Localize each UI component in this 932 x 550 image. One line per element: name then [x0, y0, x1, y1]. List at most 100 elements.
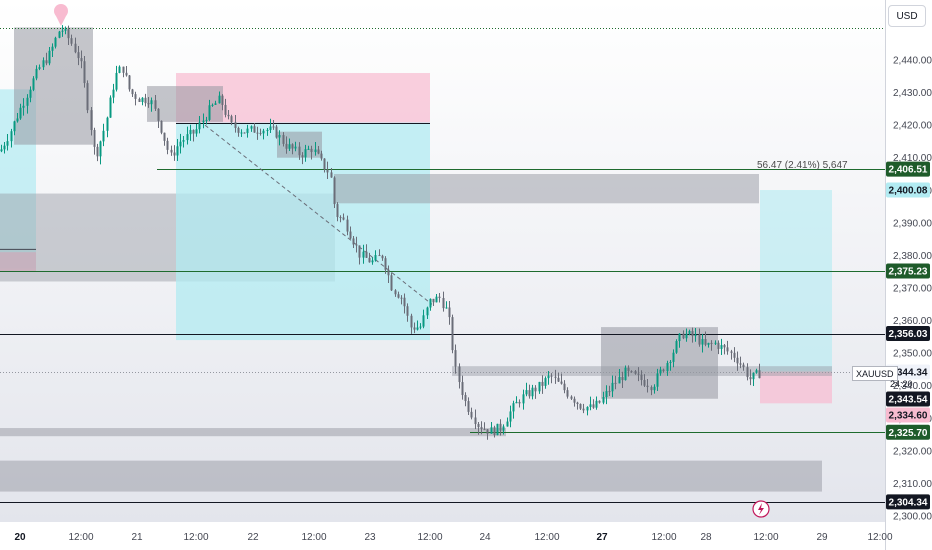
candle-body — [643, 380, 646, 386]
candle-body — [243, 132, 246, 134]
candle-body — [656, 373, 659, 387]
candle-body — [442, 297, 445, 309]
x-tick-label: 12:00 — [68, 532, 93, 543]
price-badge — [886, 182, 930, 198]
lightning-icon — [758, 503, 764, 515]
x-tick-label: 27 — [596, 532, 608, 543]
candle-body — [432, 298, 435, 303]
x-tick-label: 12:00 — [651, 532, 676, 543]
candle-body — [470, 411, 473, 418]
candle-body — [566, 390, 569, 397]
candle-body — [528, 390, 531, 397]
candle-body — [179, 141, 182, 147]
candle-body — [506, 421, 509, 427]
candle-body — [448, 307, 451, 318]
candle-body — [74, 43, 77, 53]
candle-body — [32, 78, 35, 90]
candle-body — [35, 68, 38, 79]
candle-body — [16, 118, 19, 122]
trend-line[interactable] — [204, 124, 433, 305]
candle-body — [694, 334, 697, 337]
candle-body — [419, 326, 422, 328]
candle-body — [493, 427, 496, 436]
gray-zone-bottom-left[interactable] — [0, 428, 506, 437]
price-badge-text: 2,334.60 — [889, 411, 928, 422]
candle-body — [467, 401, 470, 412]
y-tick-label: 2,390.00 — [893, 218, 932, 229]
y-tick-label: 2,360.00 — [893, 316, 932, 327]
candle-body — [224, 104, 227, 115]
candle-body — [54, 37, 57, 47]
price-badge — [886, 161, 930, 177]
candle-body — [406, 306, 409, 316]
candle-body — [163, 132, 166, 141]
candle-body — [426, 307, 429, 316]
candle-body — [480, 427, 483, 430]
candle-body — [99, 141, 102, 157]
candle-body — [342, 217, 345, 220]
cyan-zone-right[interactable] — [760, 190, 832, 372]
candle-body — [627, 367, 630, 372]
y-tick-label: 2,350.00 — [893, 349, 932, 360]
candle-body — [38, 67, 41, 69]
pink-zone-left[interactable] — [0, 252, 36, 272]
candle-body — [365, 251, 368, 258]
measure-label: 56.47 (2.41%) 5,647 — [757, 160, 848, 171]
price-badge-text: 2,406.51 — [889, 165, 928, 176]
x-tick-label: 28 — [700, 532, 712, 543]
candle-body — [202, 120, 205, 123]
candle-body — [102, 130, 105, 142]
candle-body — [125, 72, 128, 76]
candle-body — [608, 391, 611, 393]
candle-body — [362, 251, 365, 258]
y-tick-label: 2,310.00 — [893, 479, 932, 490]
candle-body — [0, 149, 3, 152]
candle-body — [410, 315, 413, 328]
candle-body — [736, 357, 739, 364]
candle-body — [227, 114, 230, 117]
candle-body — [339, 217, 342, 219]
candle-body — [742, 364, 745, 368]
candle-body — [42, 60, 45, 68]
candle-body — [26, 97, 29, 106]
candle-body — [752, 372, 755, 380]
candle-body — [326, 169, 329, 173]
candle-body — [739, 363, 742, 365]
y-tick-label: 2,440.00 — [893, 56, 932, 67]
candle-body — [531, 387, 534, 397]
candle-body — [346, 219, 349, 232]
candle-body — [525, 390, 528, 395]
candle-body — [749, 377, 752, 380]
candle-body — [557, 377, 560, 382]
pink-zone-right[interactable] — [760, 371, 832, 404]
x-tick-label: 12:00 — [534, 532, 559, 543]
candle-body — [134, 94, 137, 99]
gray-zone-bottom[interactable] — [0, 460, 822, 492]
candle-body — [538, 381, 541, 392]
candle-body — [118, 66, 121, 73]
x-tick-label: 21 — [131, 532, 143, 543]
candle-body — [630, 371, 633, 373]
candle-body — [170, 149, 173, 153]
candle-body — [429, 298, 432, 308]
candle-body — [371, 260, 374, 263]
candle-body — [589, 404, 592, 407]
gray-zone-top-left[interactable] — [14, 27, 93, 145]
candle-body — [544, 378, 547, 386]
candle-body — [474, 417, 477, 425]
candle-body — [413, 327, 416, 330]
candle-body — [150, 100, 153, 105]
candle-body — [230, 116, 233, 123]
candle-body — [618, 376, 621, 384]
candle-body — [704, 339, 707, 345]
gray-zone-upper-right[interactable] — [334, 174, 759, 204]
x-tick-label: 20 — [14, 532, 26, 543]
candle-body — [451, 317, 454, 351]
price-badge-text: 2,344.34 — [889, 368, 928, 379]
currency-button[interactable]: USD — [888, 5, 926, 27]
candle-body — [515, 401, 518, 404]
candle-body — [675, 341, 678, 353]
candle-body — [730, 351, 733, 353]
